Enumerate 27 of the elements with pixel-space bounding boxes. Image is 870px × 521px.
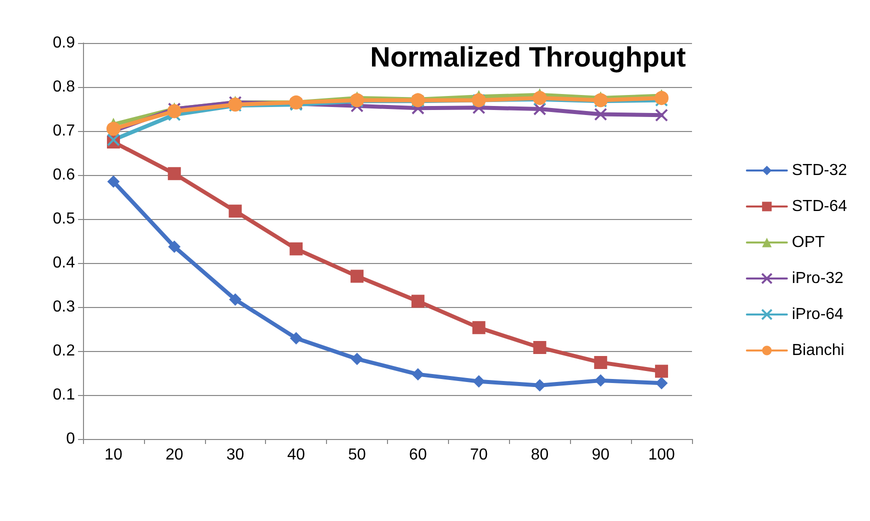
y-tick-label: 0.6 [52, 166, 76, 184]
y-tick-label: 0.9 [52, 34, 76, 52]
chart-title: Normalized Throughput [370, 42, 686, 72]
x-tick-label: 20 [165, 446, 184, 464]
x-tick-label: 50 [348, 446, 366, 464]
legend-label: iPro-32 [792, 270, 844, 287]
x-tick-label: 70 [470, 446, 488, 464]
y-tick-label: 0.3 [52, 298, 76, 316]
y-tick-label: 0.8 [52, 78, 76, 96]
legend-label: iPro-64 [792, 306, 844, 323]
legend-label: STD-32 [792, 162, 848, 179]
x-tick-label: 80 [530, 446, 549, 464]
x-tick-label: 10 [104, 446, 122, 464]
x-tick-label: 90 [592, 446, 610, 464]
y-tick-label: 0.5 [52, 210, 76, 228]
legend-label: STD-64 [792, 198, 848, 215]
y-tick-label: 0.4 [52, 254, 76, 272]
x-tick-label: 60 [409, 446, 427, 464]
legend-label: OPT [792, 234, 825, 251]
y-tick-label: 0.1 [52, 386, 76, 404]
x-tick-label: 30 [226, 446, 244, 464]
x-tick-label: 100 [648, 446, 675, 464]
y-tick-label: 0 [66, 430, 76, 448]
legend-label: Bianchi [792, 342, 844, 359]
y-tick-label: 0.2 [52, 342, 76, 360]
x-tick-label: 40 [287, 446, 306, 464]
y-tick-label: 0.7 [52, 122, 76, 140]
